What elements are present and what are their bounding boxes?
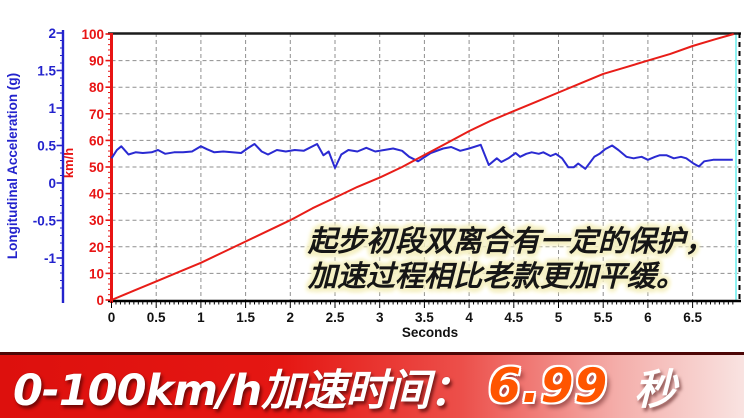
g-axis-title: Longitudinal Acceleration (g) xyxy=(5,73,20,259)
annotation-line-2: 加速过程相比老款更加平缓。 xyxy=(308,259,686,293)
kmh-tick-label: 90 xyxy=(89,54,104,69)
g-tick-label: 0 xyxy=(48,176,56,191)
kmh-tick-label: 60 xyxy=(89,133,104,148)
banner-unit: 秒 xyxy=(634,365,677,414)
banner-title: 0-100km/h加速时间： xyxy=(13,365,472,416)
annotation-line-1: 起步初段双离合有一定的保护， xyxy=(308,224,715,258)
speed-acceleration-chart: 1009080706050403020100km/h21.510.50-0.5-… xyxy=(5,26,741,340)
x-tick-label: 6.5 xyxy=(683,310,702,325)
x-tick-label: 1.5 xyxy=(236,310,255,325)
x-tick-label: 6 xyxy=(644,310,652,325)
acceleration-line xyxy=(110,143,733,170)
g-tick-label: 1.5 xyxy=(37,64,56,79)
x-tick-label: 4.5 xyxy=(504,310,523,325)
kmh-tick-label: 80 xyxy=(89,80,104,95)
kmh-tick-label: 30 xyxy=(89,213,104,228)
x-tick-label: 3.5 xyxy=(415,310,434,325)
result-banner: 0-100km/h加速时间： 6.99 秒 xyxy=(0,352,744,418)
kmh-tick-label: 10 xyxy=(89,266,104,281)
x-tick-label: 1 xyxy=(197,310,205,325)
kmh-tick-label: 0 xyxy=(96,293,104,308)
chart-area: 100 90 80 70 60 50 40 30 20 10 0 km/h 2 1.5 1 0.5 0 -0.5-… xyxy=(5,26,741,340)
x-tick-label: 2 xyxy=(287,310,295,325)
g-tick-label: 0.5 xyxy=(37,139,56,154)
x-tick-label: 5.5 xyxy=(594,310,613,325)
g-tick-label: -0.5 xyxy=(33,214,57,229)
x-tick-label: 0.5 xyxy=(147,310,166,325)
x-tick-label: 4 xyxy=(465,310,473,325)
speed-line xyxy=(111,33,734,301)
chart-annotation: 起步初段双离合有一定的保护， 加速过程相比老款更加平缓。 xyxy=(308,224,714,294)
kmh-tick-label: 40 xyxy=(89,187,104,202)
g-tick-label: -1 xyxy=(44,251,56,266)
kmh-tick-label: 100 xyxy=(81,27,104,42)
kmh-tick-label: 70 xyxy=(89,107,104,122)
x-axis-title: Seconds xyxy=(402,325,458,340)
x-tick-label: 3 xyxy=(376,310,384,325)
kmh-axis-title: km/h xyxy=(61,148,76,178)
kmh-tick-label: 50 xyxy=(89,160,104,175)
g-tick-label: 1 xyxy=(48,101,56,116)
g-tick-label: 2 xyxy=(48,26,56,41)
x-tick-label: 5 xyxy=(555,310,563,325)
x-tick-label: 0 xyxy=(108,310,116,325)
x-tick-label: 2.5 xyxy=(326,310,345,325)
banner-time-value: 6.99 xyxy=(488,359,609,414)
kmh-tick-label: 20 xyxy=(89,240,104,255)
